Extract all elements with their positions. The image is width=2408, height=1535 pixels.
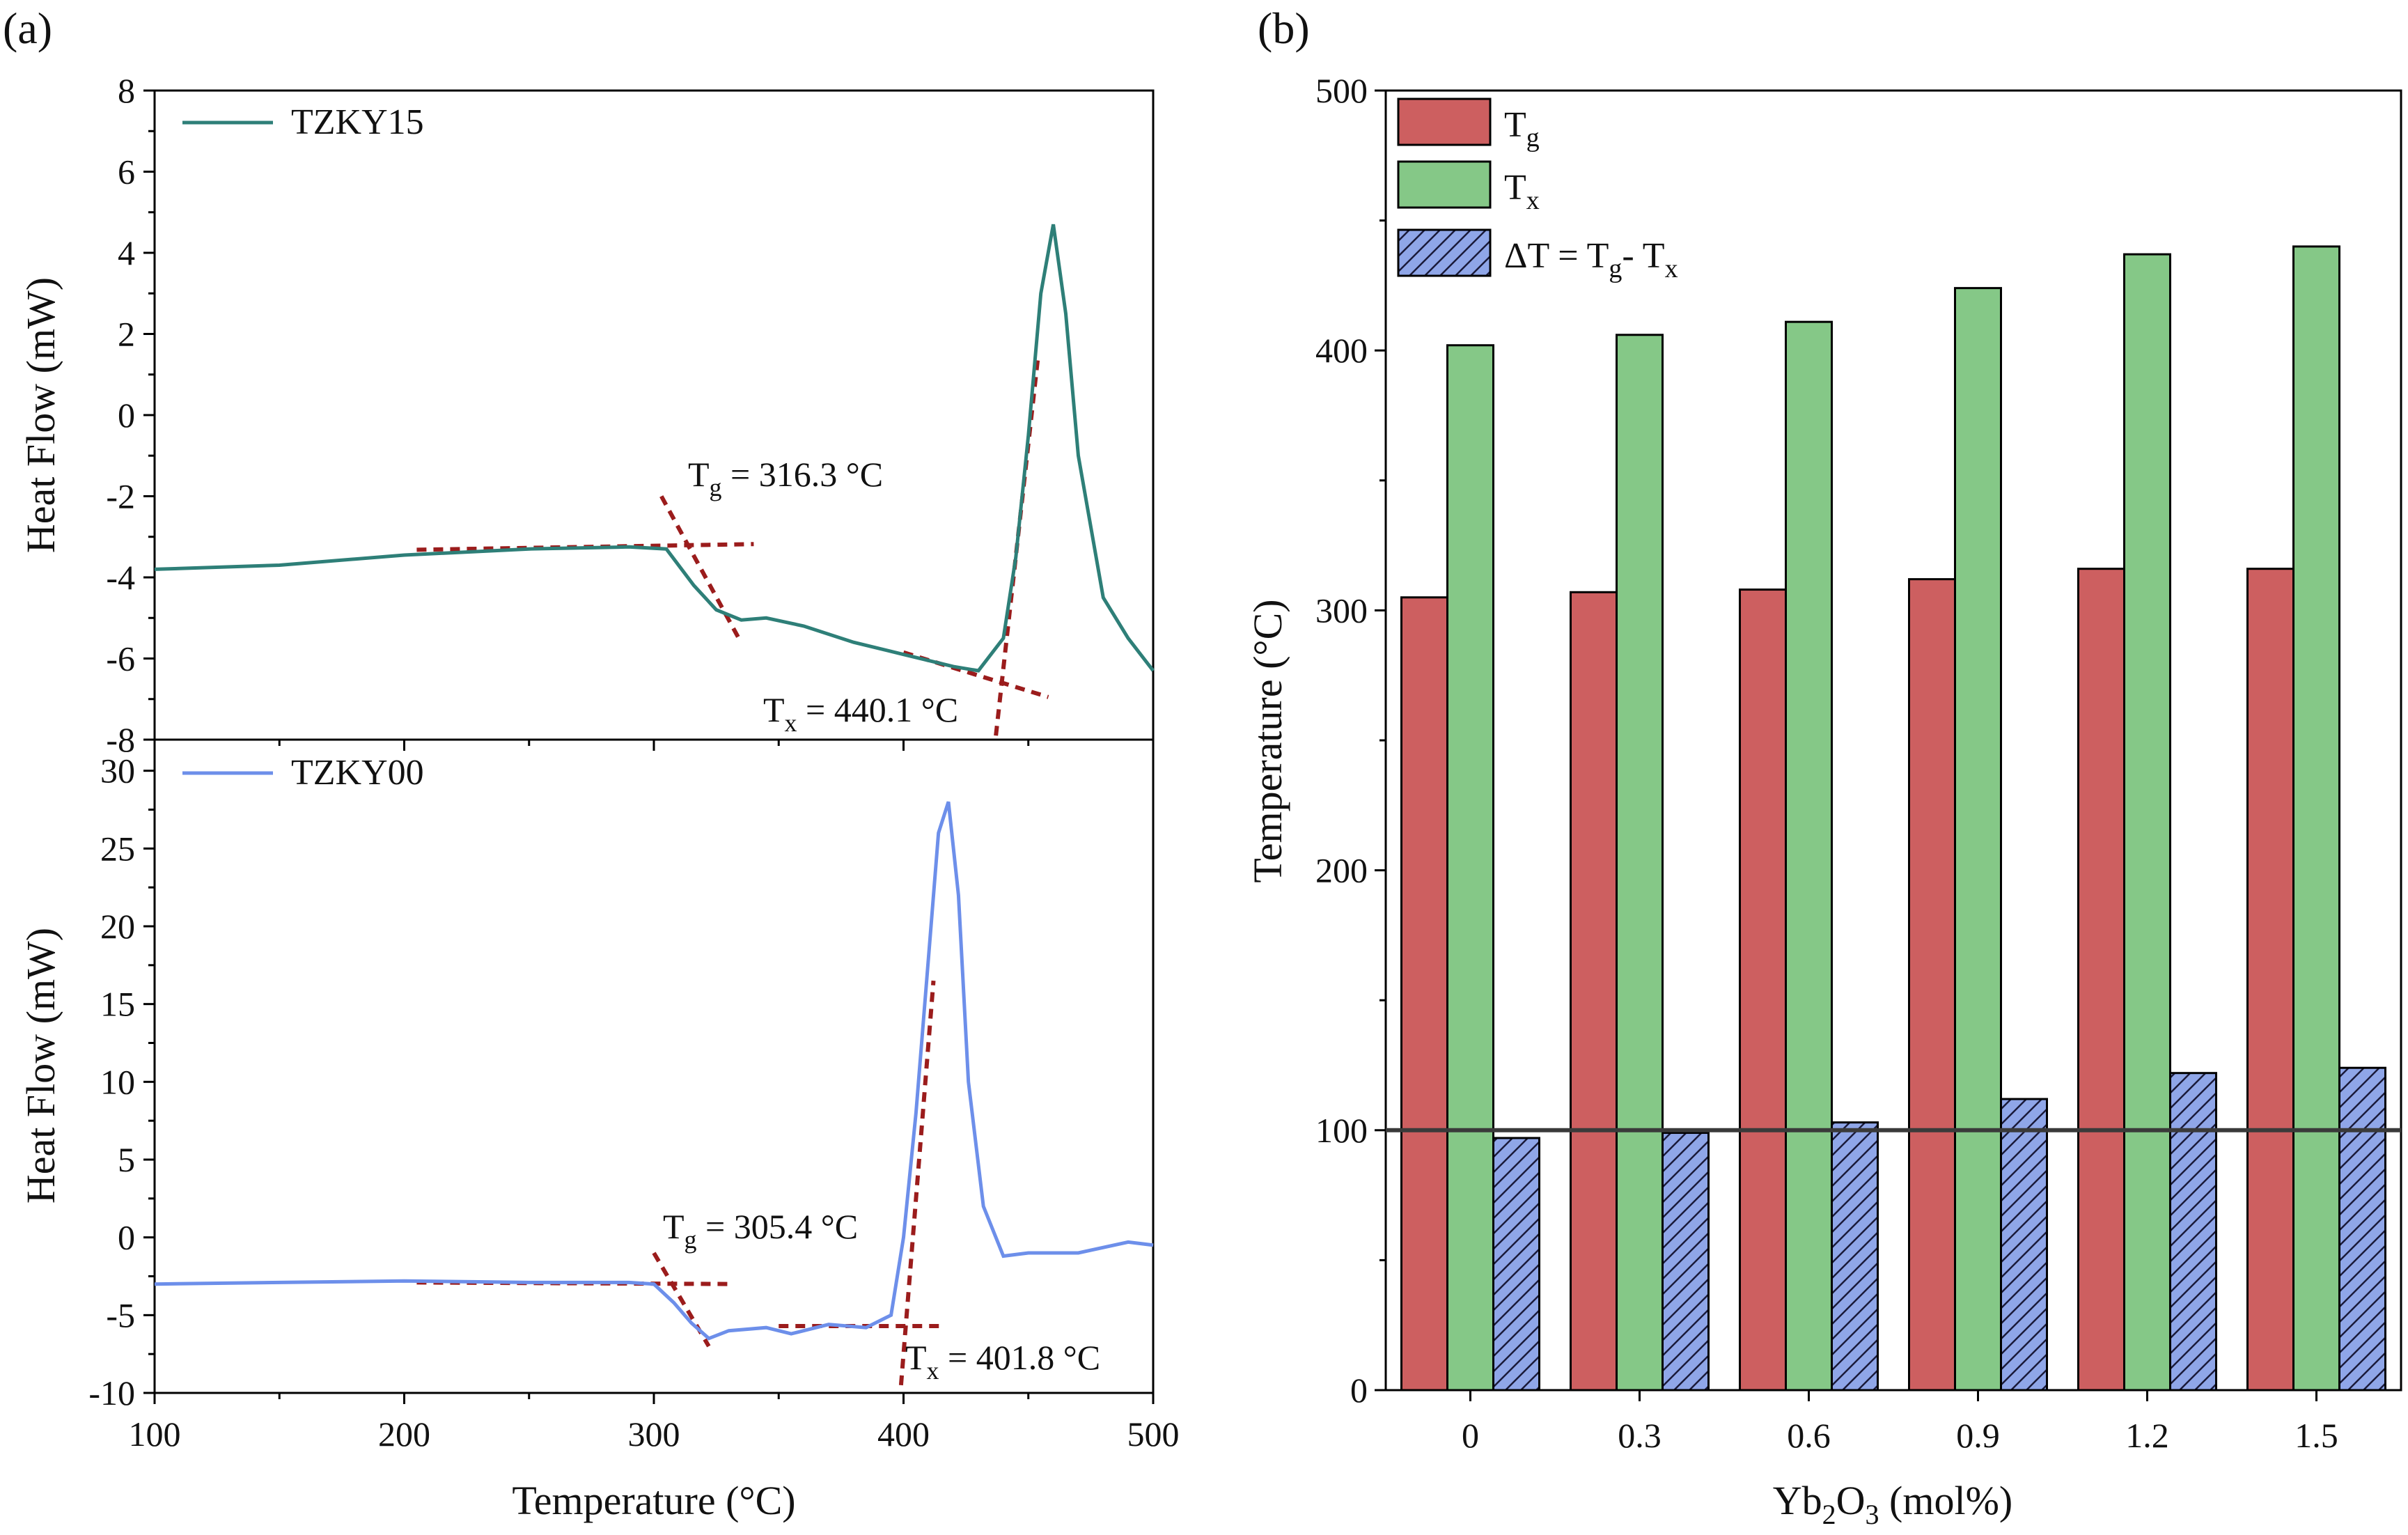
bar-tx-1.2 [2123,253,2171,1392]
tzky15-legend-label: TZKY15 [291,102,424,142]
panel-b-label: (b) [1258,3,1310,53]
bar-tx-0.9 [1954,287,2002,1392]
bar-dt-1.5 [2338,1066,2386,1392]
tzky00-legend-label: TZKY00 [291,753,424,793]
tzky00-y-tick-label: -5 [106,1295,135,1334]
tzky15-y-tick-label: -8 [106,720,135,759]
tzky00-tx-annotation: Tx = 401.8 °C [905,1338,1100,1385]
tx-onset-guide [898,980,936,1386]
bar-dt-1.2 [2169,1072,2217,1392]
tzky15-y-tick-label: 8 [118,71,135,110]
bar-dt-0 [1492,1137,1540,1392]
tzky00-plot-frame [153,738,1155,1394]
tzky15-y-tick-label: -2 [106,477,135,516]
legend-dt-swatch [1397,228,1492,277]
tzky00-y-tick-label: 25 [100,829,135,868]
tzky00-y-tick-label: 30 [100,751,135,790]
panel-a-x-tick-label: 300 [628,1415,680,1454]
panel-b-y-axis-title: Temperature (°C) [1245,599,1290,882]
bar-tx-0.3 [1616,334,1664,1392]
tzky15-subplot: -8 -6 -4 -2 0 2 4 6 8 Heat Flow (mW) TZKY15 Tg =… [18,71,1155,759]
panel-a-x-tick-label: 500 [1127,1415,1180,1454]
bar-tg-1.2 [2077,568,2125,1392]
panel-a-x-tick-label: 400 [877,1415,930,1454]
bar-tg-0.3 [1570,591,1618,1392]
panel-a: (a) -8 -6 -4 -2 0 2 4 6 8 Heat Flow (mW) TZKY15 … [3,3,1180,1523]
bar-tx-0 [1446,344,1494,1392]
panel-b-y-tick-label: 0 [1350,1371,1368,1410]
panel-b-x-ticks: 0 0.3 0.6 0.9 1.2 1.5 [1462,1390,2338,1455]
panel-b-x-tick-label: 1.5 [2294,1416,2338,1455]
legend-tx-label: Tx [1504,168,1540,215]
tzky15-y-axis-title: Heat Flow (mW) [18,277,63,553]
tzky15-y-ticks: -8 -6 -4 -2 0 2 4 6 8 [106,71,155,759]
tzky15-y-tick-label: 0 [118,396,135,435]
panel-a-x-tick-label: 100 [129,1415,181,1454]
tzky15-y-tick-label: -6 [106,639,135,678]
tg-slope-guide [659,495,741,639]
bar-tg-0 [1400,596,1448,1392]
panel-b-y-tick-label: 100 [1315,1111,1368,1150]
tzky15-plot-frame [153,89,1155,741]
panel-b-x-tick-label: 0.3 [1618,1416,1662,1455]
panel-b-x-tick-label: 0.9 [1956,1416,2000,1455]
tzky15-y-tick-label: 6 [118,153,135,192]
panel-a-x-ticks: 100 200 300 400 500 [129,740,1180,1454]
panel-b-x-tick-label: 0.6 [1787,1416,1831,1455]
bar-tx-1.5 [2292,245,2340,1392]
panel-b-x-tick-label: 1.2 [2125,1416,2169,1455]
legend-tg-label: Tg [1504,105,1540,153]
tzky00-tg-annotation: Tg = 305.4 °C [663,1207,858,1254]
panel-a-x-tick-label: 200 [378,1415,430,1454]
panel-a-x-axis-title: Temperature (°C) [512,1478,795,1523]
tzky00-y-ticks: -10 -5 0 5 10 15 20 25 30 [88,751,155,1412]
panel-b-y-tick-label: 200 [1315,851,1368,890]
panel-b-x-axis-title: Yb2O3 (mol%) [1773,1478,2012,1530]
tzky15-y-tick-label: -4 [106,558,135,597]
bar-dt-0.6 [1831,1121,1879,1392]
tzky00-y-tick-label: 5 [118,1140,135,1179]
panel-a-label: (a) [3,3,52,53]
tzky00-y-tick-label: 0 [118,1218,135,1257]
tzky15-tg-annotation: Tg = 316.3 °C [688,455,883,501]
panel-b-x-tick-label: 0 [1462,1416,1479,1455]
bar-dt-0.3 [1662,1132,1710,1392]
tzky15-legend: TZKY15 [182,102,424,142]
panel-b-bars [1400,245,2386,1392]
tzky00-y-tick-label: -10 [88,1373,135,1412]
tzky15-tx-annotation: Tx = 440.1 °C [763,690,958,737]
tzky15-tangent-guides [416,354,1049,736]
tzky15-series-line [154,224,1155,673]
tzky00-y-tick-label: 20 [100,907,135,946]
panel-b-y-ticks: 0 100 200 300 400 500 [1315,71,1386,1410]
tzky00-series-line [154,801,1154,1341]
tzky00-legend: TZKY00 [182,753,424,793]
tzky00-y-tick-label: 10 [100,1062,135,1101]
bar-tg-0.9 [1908,578,1956,1392]
bar-tx-0.6 [1785,320,1833,1392]
tzky15-y-tick-label: 2 [118,315,135,354]
legend-tg-swatch [1397,98,1492,146]
panel-b: (b) 0 100 200 300 400 500 0 0.3 0.6 0.9 1.2 1.5 Te… [1245,3,2402,1530]
panel-b-legend: Tg Tx ΔT = Tg- Tx [1397,98,1678,283]
panel-b-y-tick-label: 300 [1315,591,1368,630]
panel-b-y-tick-label: 500 [1315,71,1368,110]
bar-tg-0.6 [1739,589,1787,1392]
panel-b-y-tick-label: 400 [1315,331,1368,370]
tzky00-tangent-guides [416,980,941,1386]
tzky00-y-tick-label: 15 [100,985,135,1024]
bar-dt-0.9 [2000,1098,2048,1392]
bar-tg-1.5 [2246,568,2294,1392]
tzky15-y-tick-label: 4 [118,233,135,272]
legend-tx-swatch [1397,160,1492,209]
legend-dt-label: ΔT = Tg- Tx [1504,236,1678,283]
tzky00-y-axis-title: Heat Flow (mW) [18,928,63,1203]
